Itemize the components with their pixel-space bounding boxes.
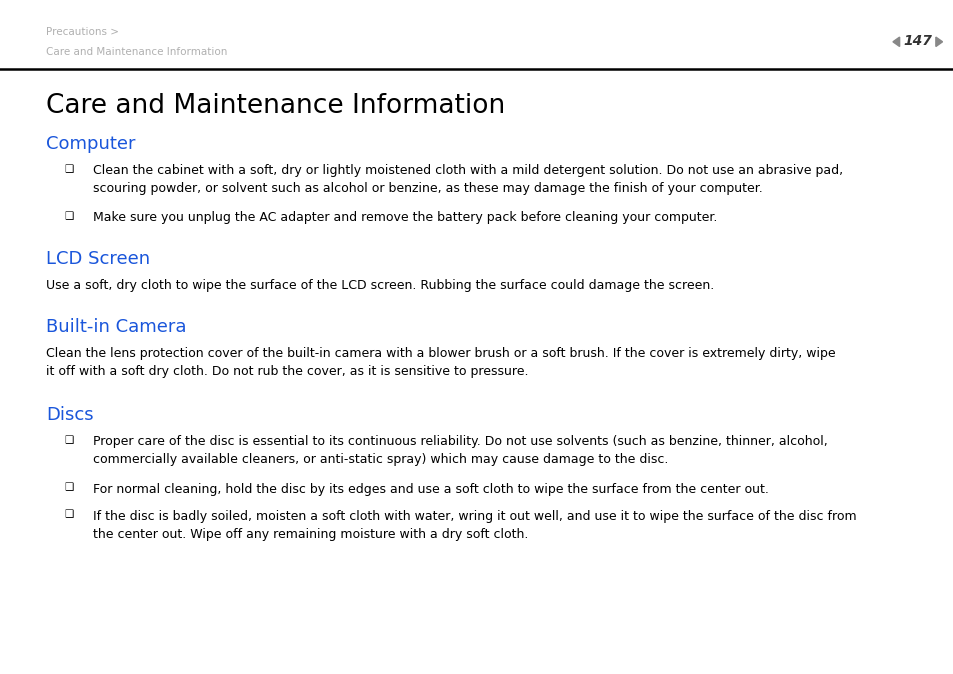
Text: If the disc is badly soiled, moisten a soft cloth with water, wring it out well,: If the disc is badly soiled, moisten a s… — [93, 510, 856, 541]
Text: 147: 147 — [902, 34, 931, 48]
Text: Precautions >: Precautions > — [46, 27, 119, 37]
Text: Use a soft, dry cloth to wipe the surface of the LCD screen. Rubbing the surface: Use a soft, dry cloth to wipe the surfac… — [46, 279, 713, 292]
Text: ❑: ❑ — [65, 510, 74, 520]
Polygon shape — [935, 37, 942, 47]
Polygon shape — [892, 37, 899, 47]
Text: Built-in Camera: Built-in Camera — [46, 318, 186, 336]
Text: Clean the lens protection cover of the built-in camera with a blower brush or a : Clean the lens protection cover of the b… — [46, 347, 835, 378]
Text: Care and Maintenance Information: Care and Maintenance Information — [46, 93, 504, 119]
Text: Make sure you unplug the AC adapter and remove the battery pack before cleaning : Make sure you unplug the AC adapter and … — [93, 211, 717, 224]
Text: ❑: ❑ — [65, 435, 74, 446]
Text: ❑: ❑ — [65, 211, 74, 221]
Text: Discs: Discs — [46, 406, 93, 425]
Text: LCD Screen: LCD Screen — [46, 250, 150, 268]
Text: ❑: ❑ — [65, 164, 74, 174]
Text: Proper care of the disc is essential to its continuous reliability. Do not use s: Proper care of the disc is essential to … — [93, 435, 827, 466]
Text: ❑: ❑ — [65, 483, 74, 493]
Text: For normal cleaning, hold the disc by its edges and use a soft cloth to wipe the: For normal cleaning, hold the disc by it… — [93, 483, 768, 495]
Text: Computer: Computer — [46, 135, 135, 153]
Text: Clean the cabinet with a soft, dry or lightly moistened cloth with a mild deterg: Clean the cabinet with a soft, dry or li… — [93, 164, 842, 195]
Text: Care and Maintenance Information: Care and Maintenance Information — [46, 47, 227, 57]
